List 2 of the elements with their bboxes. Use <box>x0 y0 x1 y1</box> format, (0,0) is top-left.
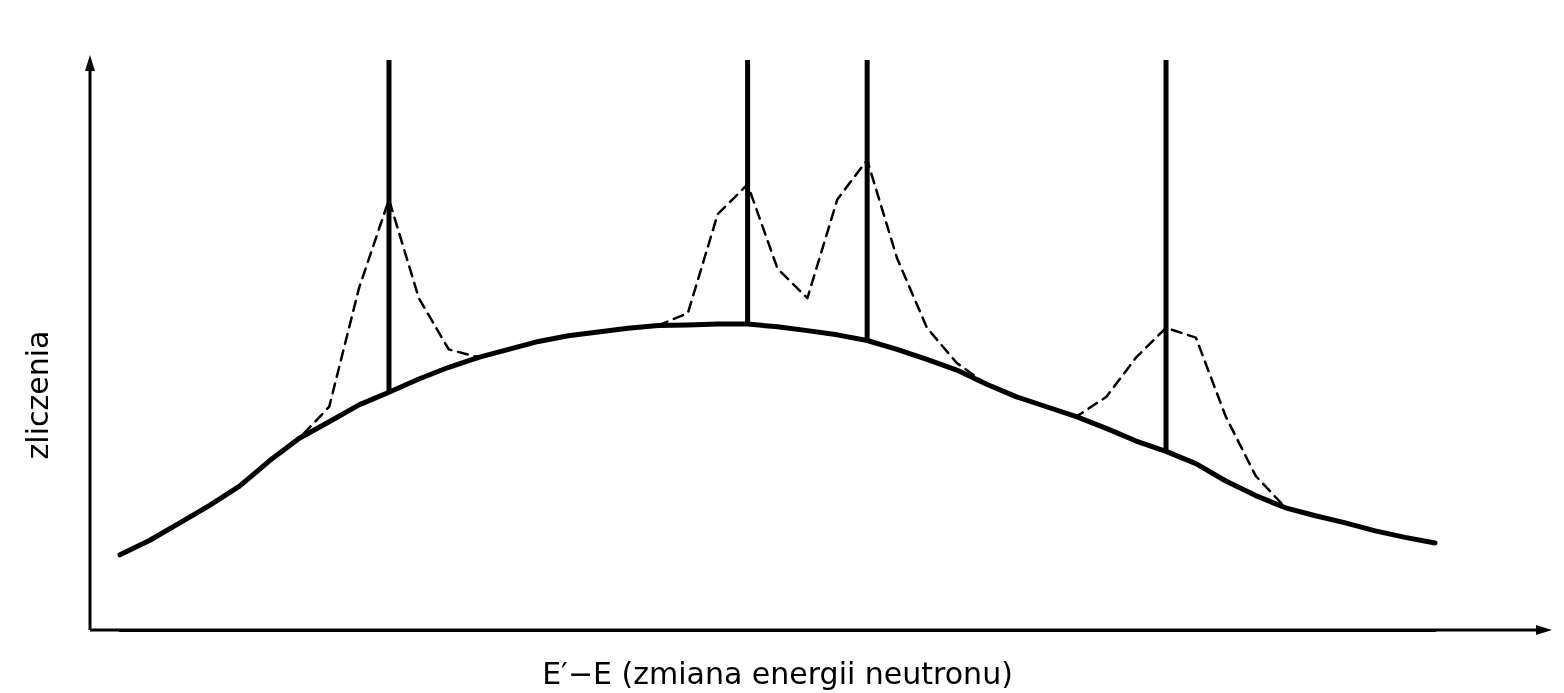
x-axis-title: E′−E (zmiana energii neutronu) <box>542 655 1013 691</box>
y-axis-title: zliczenia <box>19 330 55 460</box>
